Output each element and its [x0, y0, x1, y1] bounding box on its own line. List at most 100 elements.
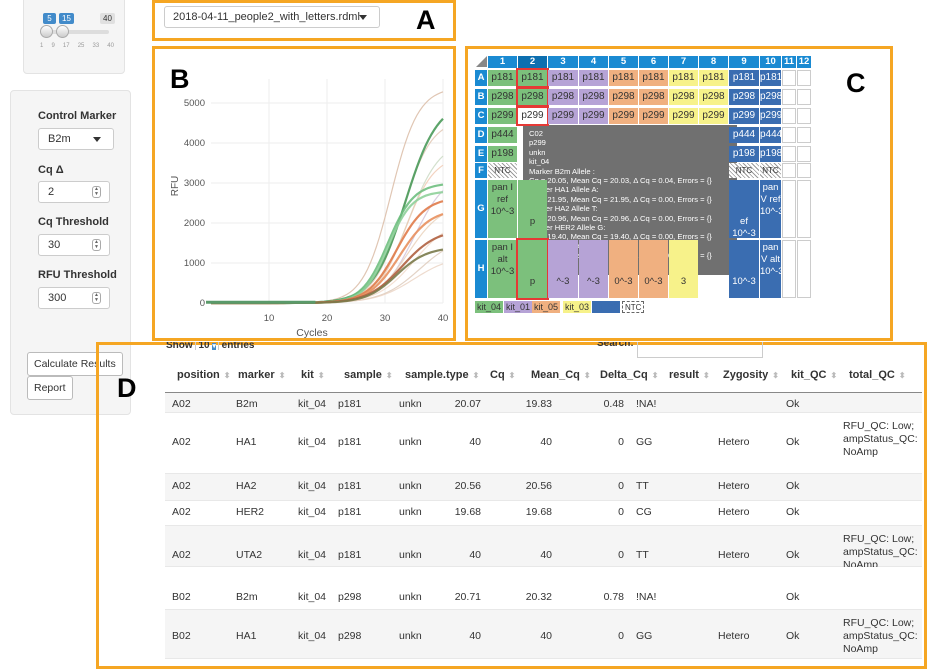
plate-well[interactable]: p444 [729, 127, 759, 143]
plate-column-header[interactable]: 11 [782, 56, 796, 68]
plate-column-header[interactable]: 12 [797, 56, 811, 68]
plate-row-header[interactable]: A [475, 70, 487, 86]
plate-well[interactable]: p299 [760, 108, 782, 124]
spinner-icon[interactable]: ▲ ▼ [92, 239, 101, 251]
table-row[interactable] [165, 393, 922, 413]
plate-well-empty[interactable] [797, 163, 811, 178]
calculate-results-button[interactable]: Calculate Results [27, 352, 123, 376]
plate-row-header[interactable]: C [475, 108, 487, 124]
column-header-zygosity[interactable]: Zygosity ⬍ [723, 369, 779, 381]
plate-well[interactable]: p [516, 238, 549, 300]
slider-low-handle[interactable] [40, 25, 53, 38]
table-row[interactable] [165, 413, 922, 474]
sort-icon[interactable]: ⬍ [385, 371, 393, 380]
plate-well-empty[interactable] [797, 70, 811, 86]
plate-well[interactable]: pan I ref 10^-3 [488, 180, 517, 238]
plate-well[interactable]: 0^-3 [639, 240, 668, 298]
plate-well[interactable]: p198 [729, 146, 759, 162]
column-header-delta-cq[interactable]: Delta_Cq ⬍ [600, 369, 658, 381]
column-header-kit-qc[interactable]: kit_QC ⬍ [791, 369, 837, 381]
plate-column-header[interactable]: 6 [639, 56, 668, 68]
plate-well-empty[interactable] [782, 70, 796, 86]
plate-well-empty[interactable] [782, 89, 796, 105]
sort-icon[interactable]: ⬍ [898, 371, 906, 380]
kit-legend-item[interactable]: kit_01 [504, 301, 533, 313]
plate-row-header[interactable]: F [475, 163, 487, 178]
plate-well[interactable]: p181 [729, 70, 759, 86]
table-row[interactable] [165, 474, 922, 501]
plate-well-empty[interactable] [797, 108, 811, 124]
table-row[interactable] [165, 526, 922, 567]
plate-column-header[interactable]: 2 [518, 56, 547, 68]
plate-well[interactable]: ^-3 [548, 240, 578, 298]
plate-well[interactable]: p299 [579, 108, 608, 124]
range-slider-track[interactable] [41, 30, 109, 34]
plate-column-header[interactable]: 8 [699, 56, 728, 68]
plate-well[interactable]: pan V ref 10^-3 [760, 180, 783, 238]
kit-legend-item[interactable]: NTC [622, 301, 645, 313]
plate-well-ntc[interactable]: NTC [729, 163, 759, 178]
plate-well[interactable]: p298 [760, 89, 782, 105]
plate-column-header[interactable]: 3 [548, 56, 578, 68]
plate-well[interactable]: p298 [548, 89, 578, 105]
kit-legend-item[interactable]: kit_02 [592, 301, 621, 313]
plate-column-header[interactable]: 10 [760, 56, 781, 68]
sort-icon[interactable]: ⬍ [583, 371, 591, 380]
plate-well[interactable]: 10^-3 [729, 240, 759, 298]
plate-well[interactable]: p299 [699, 108, 728, 124]
plate-well-empty[interactable] [797, 180, 811, 238]
plate-well[interactable]: p198 [488, 146, 517, 162]
plate-well[interactable]: p298 [579, 89, 608, 105]
plate-well[interactable]: p299 [639, 108, 668, 124]
plate-well-empty[interactable] [782, 146, 796, 162]
plate-column-header[interactable]: 7 [669, 56, 698, 68]
plate-well[interactable]: p299 [516, 106, 549, 126]
plate-well[interactable]: p198 [760, 146, 782, 162]
column-header-sample-type[interactable]: sample.type ⬍ [405, 369, 479, 381]
plate-column-header[interactable]: 1 [488, 56, 517, 68]
plate-well-empty[interactable] [797, 146, 811, 162]
plate-well-ntc[interactable]: NTC [760, 163, 781, 178]
kit-legend-item[interactable]: kit_05 [532, 301, 561, 313]
plate-well[interactable]: p299 [669, 108, 698, 124]
column-header-mean-cq[interactable]: Mean_Cq ⬍ [531, 369, 591, 381]
sort-icon[interactable]: ⬍ [223, 371, 231, 380]
column-header-sample[interactable]: sample ⬍ [344, 369, 393, 381]
plate-row-header[interactable]: B [475, 89, 487, 105]
entries-select[interactable]: 10 ▾ [195, 342, 219, 350]
sort-icon[interactable]: ⬍ [278, 371, 286, 380]
kit-legend-item[interactable]: kit_04 [475, 301, 504, 313]
sort-icon[interactable]: ⬍ [702, 371, 710, 380]
plate-well[interactable]: p299 [729, 108, 759, 124]
sort-icon[interactable]: ⬍ [508, 371, 516, 380]
plate-well[interactable]: p181 [579, 70, 608, 86]
plate-well-empty[interactable] [782, 240, 796, 298]
plate-well[interactable]: p181 [760, 70, 782, 86]
plate-well[interactable]: p298 [729, 89, 759, 105]
search-input[interactable] [637, 342, 763, 358]
cq-delta-input[interactable]: 2 ▲ ▼ [38, 181, 110, 203]
sort-icon[interactable]: ⬍ [651, 371, 659, 380]
plate-well[interactable]: p181 [548, 70, 578, 86]
sort-icon[interactable]: ⬍ [772, 371, 779, 380]
column-header-marker[interactable]: marker ⬍ [238, 369, 285, 381]
plate-well[interactable]: 0^-3 [609, 240, 638, 298]
kit-legend-item[interactable]: kit_03 [563, 301, 592, 313]
column-header-kit[interactable]: kit ⬍ [301, 369, 325, 381]
spinner-icon[interactable]: ▲ ▼ [92, 186, 101, 198]
plate-well[interactable]: ^-3 [579, 240, 608, 298]
table-row[interactable] [165, 501, 922, 526]
plate-well-empty[interactable] [797, 127, 811, 143]
report-button[interactable]: Report [27, 376, 73, 400]
plate-well[interactable]: p181 [639, 70, 668, 86]
plate-well-empty[interactable] [782, 108, 796, 124]
plate-well-empty[interactable] [782, 163, 796, 178]
table-row[interactable] [165, 610, 922, 659]
rfu-threshold-input[interactable]: 300 ▲ ▼ [38, 287, 110, 309]
plate-well[interactable]: p444 [488, 127, 517, 143]
column-header-position[interactable]: position ⬍ [177, 369, 230, 381]
plate-well[interactable]: p299 [548, 108, 578, 124]
plate-column-header[interactable]: 4 [579, 56, 608, 68]
plate-row-header[interactable]: G [475, 180, 487, 238]
plate-row-header[interactable]: D [475, 127, 487, 143]
